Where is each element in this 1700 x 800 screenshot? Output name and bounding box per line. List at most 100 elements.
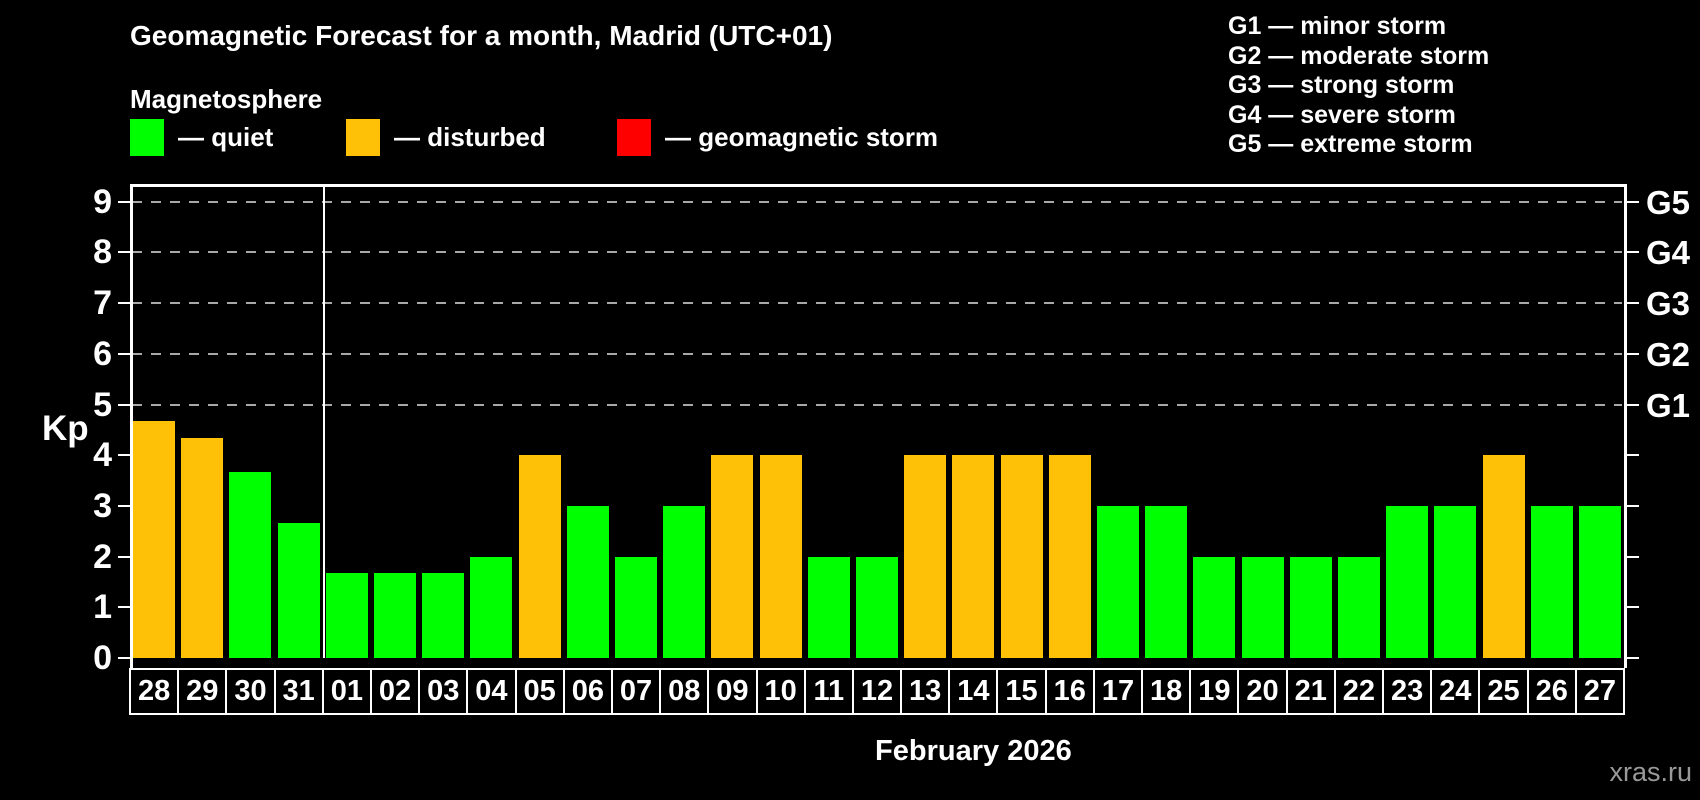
kp-bar-day-19 <box>1193 556 1236 658</box>
kp-bar-day-04 <box>470 556 513 658</box>
day-cell-20: 20 <box>1237 668 1288 715</box>
storm-color-swatch <box>617 118 651 156</box>
day-cell-12: 12 <box>851 668 903 715</box>
day-cell-05: 05 <box>514 668 565 715</box>
right-tick-9 <box>1627 200 1639 203</box>
kp-bar-day-13 <box>904 455 947 658</box>
day-cell-26: 26 <box>1526 668 1577 715</box>
y-tick-label-4: 4 <box>93 436 112 475</box>
legend-item-storm: — geomagnetic storm <box>617 118 938 156</box>
gridline-kp8 <box>132 251 1622 254</box>
y-tick-5 <box>118 403 130 406</box>
y-tick-label-6: 6 <box>93 334 112 373</box>
g4-legend-line: G4 — severe storm <box>1228 100 1456 129</box>
kp-bar-day-25 <box>1482 455 1525 658</box>
y-tick-label-1: 1 <box>93 588 112 627</box>
g3-legend-line: G3 — strong storm <box>1228 71 1455 99</box>
g-axis-label-g4: G4 <box>1646 234 1691 272</box>
day-cell-10: 10 <box>755 668 806 715</box>
right-tick-3 <box>1627 504 1639 507</box>
kp-bar-day-10 <box>759 455 802 658</box>
y-tick-label-8: 8 <box>93 233 112 272</box>
g-axis-label-g2: G2 <box>1646 335 1691 373</box>
day-cell-07: 07 <box>610 668 662 715</box>
disturbed-color-swatch <box>346 118 380 156</box>
y-tick-0 <box>118 657 130 659</box>
day-cell-30: 30 <box>225 668 276 715</box>
right-tick-4 <box>1627 454 1639 457</box>
day-cell-03: 03 <box>418 668 469 715</box>
day-cell-29: 29 <box>177 668 228 715</box>
kp-bar-day-21 <box>1289 556 1332 658</box>
magnetosphere-subtitle: Magnetosphere <box>130 84 323 114</box>
legend-label-storm: — geomagnetic storm <box>665 121 939 152</box>
right-tick-2 <box>1627 555 1639 558</box>
y-tick-3 <box>118 504 130 507</box>
y-tick-label-9: 9 <box>93 182 112 221</box>
y-tick-9 <box>118 200 130 203</box>
y-tick-4 <box>118 454 130 457</box>
y-tick-8 <box>118 251 130 254</box>
y-tick-label-3: 3 <box>93 486 112 525</box>
y-tick-7 <box>118 302 130 305</box>
month-separator-line <box>322 184 325 658</box>
day-cell-28: 28 <box>129 668 180 715</box>
kp-bar-day-24 <box>1434 505 1477 658</box>
kp-bar-day-09 <box>711 455 754 658</box>
right-tick-6 <box>1627 352 1639 355</box>
day-cell-19: 19 <box>1189 668 1240 715</box>
kp-axis-label: Kp <box>42 409 89 449</box>
kp-bar-day-14 <box>952 455 995 658</box>
y-tick-1 <box>118 606 130 609</box>
day-cell-08: 08 <box>659 668 710 715</box>
day-cell-18: 18 <box>1141 668 1192 715</box>
g-axis-label-g3: G3 <box>1646 285 1691 323</box>
y-tick-label-5: 5 <box>93 385 112 424</box>
kp-bar-day-06 <box>566 505 609 658</box>
gridline-kp6 <box>132 352 1622 355</box>
kp-bar-day-29 <box>181 438 224 658</box>
kp-bar-day-23 <box>1386 505 1429 658</box>
kp-bar-day-28 <box>133 421 176 658</box>
kp-bar-day-11 <box>807 556 850 658</box>
day-cell-15: 15 <box>996 668 1047 715</box>
kp-bar-day-18 <box>1145 505 1188 658</box>
right-tick-1 <box>1627 606 1639 609</box>
kp-bar-day-07 <box>615 556 658 658</box>
right-tick-5 <box>1627 403 1639 406</box>
day-cell-31: 31 <box>273 668 324 715</box>
kp-bar-day-16 <box>1048 455 1091 658</box>
y-tick-2 <box>118 555 130 558</box>
y-axis-line <box>130 184 133 668</box>
g5-legend-line: G5 — extreme storm <box>1228 130 1473 158</box>
day-cell-06: 06 <box>562 668 613 715</box>
right-tick-7 <box>1627 302 1639 305</box>
x-axis-month-label: February 2026 <box>875 735 1072 767</box>
day-cell-11: 11 <box>803 668 854 715</box>
quiet-color-swatch <box>130 118 164 156</box>
kp-bar-day-12 <box>856 556 898 658</box>
day-cell-23: 23 <box>1382 668 1433 715</box>
day-cell-21: 21 <box>1285 668 1336 715</box>
kp-bar-day-02 <box>374 573 417 658</box>
g2-legend-line: G2 — moderate storm <box>1228 41 1490 70</box>
gridline-kp7 <box>132 302 1622 305</box>
g-axis-label-g5: G5 <box>1646 183 1691 221</box>
day-cell-22: 22 <box>1333 668 1385 715</box>
kp-bar-day-26 <box>1530 505 1573 658</box>
g1-legend-line: G1 — minor storm <box>1228 12 1447 40</box>
right-tick-8 <box>1627 251 1639 254</box>
kp-bar-day-01 <box>325 573 368 658</box>
day-cell-17: 17 <box>1092 668 1144 715</box>
gridline-kp5 <box>132 403 1622 406</box>
right-axis-line <box>1624 184 1627 668</box>
day-cell-14: 14 <box>948 668 999 715</box>
y-tick-label-2: 2 <box>93 537 112 576</box>
kp-bar-day-20 <box>1241 556 1284 658</box>
right-tick-0 <box>1627 657 1639 659</box>
y-tick-6 <box>118 352 130 355</box>
g-axis-label-g1: G1 <box>1646 386 1691 424</box>
kp-bar-day-27 <box>1578 505 1621 658</box>
page-title: Geomagnetic Forecast for a month, Madrid… <box>130 20 833 51</box>
